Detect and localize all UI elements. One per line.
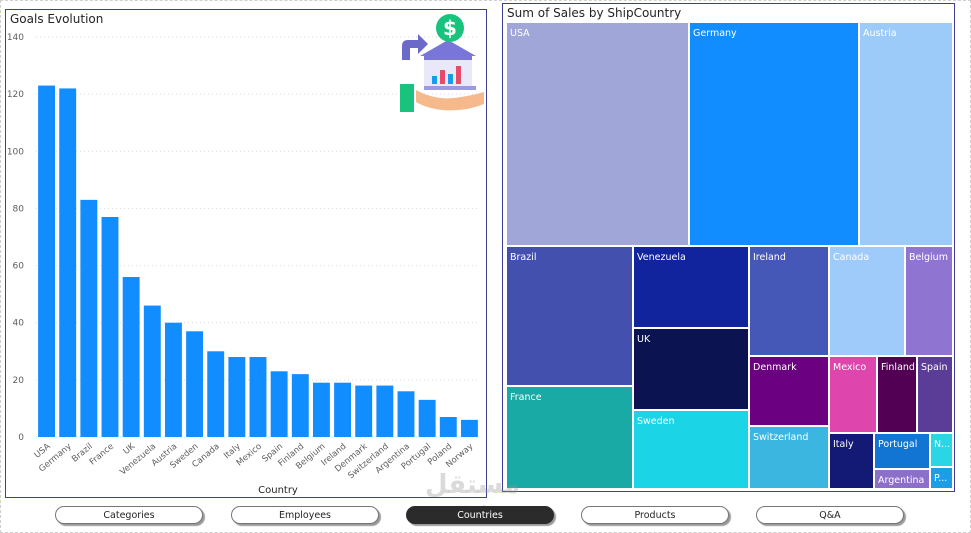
y-tick-label: 80 <box>13 204 25 214</box>
bar-brazil <box>80 199 98 437</box>
bar-argentina <box>397 391 415 437</box>
bar-portugal <box>418 399 436 437</box>
treemap-cell-switzerland[interactable]: Switzerland <box>749 426 829 489</box>
treemap-cell-label: Switzerland <box>753 432 809 443</box>
bar-uk <box>122 277 140 437</box>
nav-button-qa[interactable]: Q&A <box>756 506 904 524</box>
treemap-cell-austria[interactable]: Austria <box>859 22 953 246</box>
treemap-cell-label: P... <box>934 473 948 484</box>
treemap-cell-italy[interactable]: Italy <box>829 433 874 489</box>
treemap-title: Sum of Sales by ShipCountry <box>507 6 682 20</box>
treemap-cell-label: Belgium <box>909 252 948 263</box>
bar-canada <box>207 351 225 437</box>
bar-norway <box>460 419 478 437</box>
bar-germany <box>59 88 77 437</box>
treemap-cell-label: Brazil <box>510 252 537 263</box>
bar-usa <box>38 85 56 438</box>
treemap-cell-argentina[interactable]: Argentina <box>874 469 930 489</box>
treemap-area: USA Germany Austria Brazil Venezuela UK France… <box>506 22 953 489</box>
treemap-cell-label: Germany <box>693 28 737 39</box>
treemap-cell-sweden[interactable]: Sweden <box>633 410 749 489</box>
bar-spain <box>270 371 288 437</box>
y-tick-label: 140 <box>7 33 24 43</box>
treemap-cell-label: Mexico <box>833 362 867 373</box>
treemap-cell-label: Argentina <box>878 475 925 486</box>
treemap-cell-label: Ireland <box>753 252 786 263</box>
treemap-cell-label: Venezuela <box>637 252 686 263</box>
bar-belgium <box>312 382 330 437</box>
treemap-cell-portugal[interactable]: Portugal <box>874 433 930 469</box>
treemap-cell-usa[interactable]: USA <box>506 22 689 246</box>
treemap-cell-label: Spain <box>921 362 948 373</box>
y-tick-label: 20 <box>13 376 25 386</box>
bar-finland <box>291 374 309 437</box>
treemap-cell-label: Denmark <box>753 362 797 373</box>
sales-illustration-icon: $ <box>400 14 484 112</box>
treemap-cell-n[interactable]: N... <box>930 433 953 467</box>
bar-chart-svg: 020406080100120140USAGermanyBrazilFrance… <box>7 33 480 496</box>
bar-mexico <box>249 357 267 437</box>
treemap-cell-spain[interactable]: Spain <box>917 356 953 433</box>
treemap-cell-label: Portugal <box>878 439 918 450</box>
treemap-cell-belgium[interactable]: Belgium <box>905 246 953 356</box>
nav-button-categories[interactable]: Categories <box>55 506 203 524</box>
goals-evolution-chart: 0 20 40 60 80 100 120 140 USA Germany Brazil France… <box>5 9 487 498</box>
treemap-cell-label: N... <box>934 439 951 450</box>
x-tick-label: France <box>88 442 116 468</box>
bar-poland <box>439 417 457 437</box>
bar-ireland <box>334 382 352 437</box>
y-tick-label: 120 <box>7 90 24 100</box>
nav-button-countries[interactable]: Countries <box>406 506 554 524</box>
treemap-cell-p[interactable]: P... <box>930 467 953 489</box>
bar-chart-title: Goals Evolution <box>10 12 104 26</box>
y-tick-label: 60 <box>13 262 25 272</box>
treemap-cell-label: Canada <box>833 252 870 263</box>
x-axis-label: Country <box>258 485 298 496</box>
treemap-cell-mexico[interactable]: Mexico <box>829 356 877 433</box>
y-tick-label: 0 <box>18 433 24 443</box>
treemap-cell-uk[interactable]: UK <box>633 328 749 410</box>
bar-venezuela <box>143 305 161 437</box>
bar-france <box>101 217 119 437</box>
treemap-cell-label: Sweden <box>637 416 675 427</box>
nav-button-products[interactable]: Products <box>581 506 729 524</box>
treemap-cell-denmark[interactable]: Denmark <box>749 356 829 426</box>
treemap-cell-label: USA <box>510 28 530 39</box>
y-tick-label: 100 <box>7 147 24 157</box>
treemap-cell-label: France <box>510 392 542 403</box>
y-tick-label: 40 <box>13 319 25 329</box>
treemap-cell-france[interactable]: France <box>506 386 633 489</box>
treemap-cell-finland[interactable]: Finland <box>877 356 917 433</box>
treemap-cell-ireland[interactable]: Ireland <box>749 246 829 356</box>
treemap-cell-label: Italy <box>833 439 854 450</box>
nav-button-employees[interactable]: Employees <box>231 506 379 524</box>
treemap-cell-label: Austria <box>863 28 897 39</box>
treemap-cell-canada[interactable]: Canada <box>829 246 905 356</box>
treemap-cell-germany[interactable]: Germany <box>689 22 859 246</box>
bar-italy <box>228 357 246 437</box>
bar-switzerland <box>376 385 394 437</box>
treemap-cell-label: UK <box>637 334 651 345</box>
treemap-cell-brazil[interactable]: Brazil <box>506 246 633 386</box>
sales-by-shipcountry-treemap: Sum of Sales by ShipCountry USA Germany Au… <box>502 3 955 492</box>
treemap-cell-venezuela[interactable]: Venezuela <box>633 246 749 328</box>
svg-text:$: $ <box>443 16 457 40</box>
bar-denmark <box>355 385 373 437</box>
bar-austria <box>164 322 182 437</box>
treemap-cell-label: Finland <box>881 362 915 373</box>
bar-sweden <box>186 331 204 437</box>
